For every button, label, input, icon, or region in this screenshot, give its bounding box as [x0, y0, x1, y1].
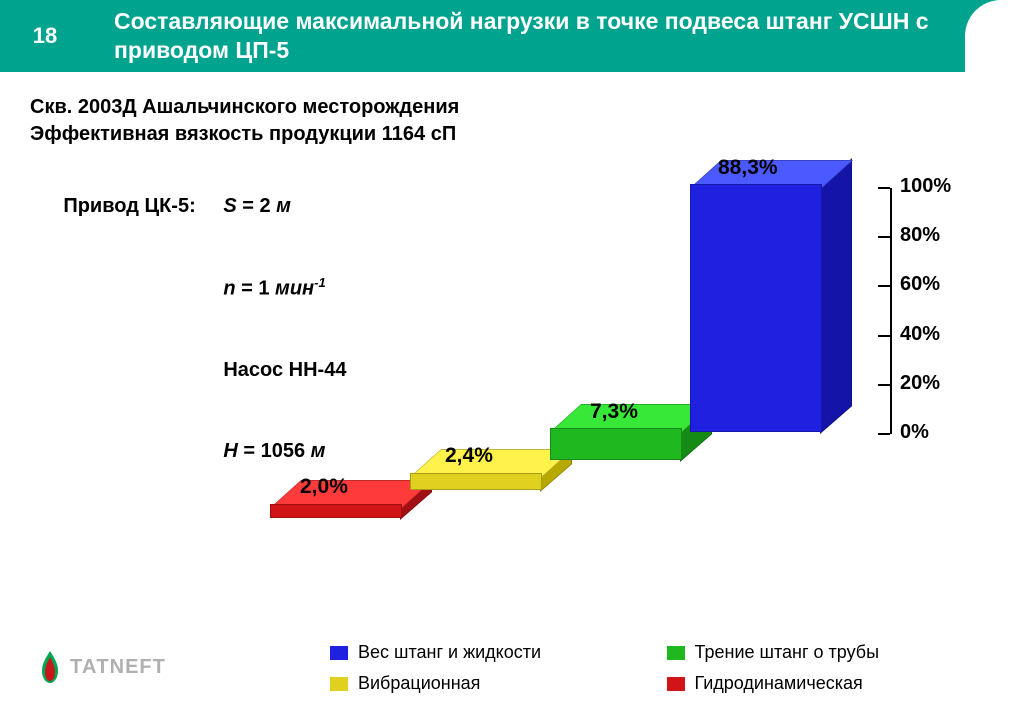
- bar-label-hydro: 2,0%: [300, 475, 348, 499]
- bar-label-frict: 7,3%: [590, 400, 638, 424]
- header-end-curve: [965, 0, 1023, 72]
- axis-tick: [878, 433, 890, 435]
- legend-swatch: [667, 646, 685, 660]
- brand-logo: ТАТNEFT: [36, 650, 166, 684]
- axis-tick-label: 20%: [900, 372, 940, 395]
- bar-frict: [550, 430, 680, 460]
- brand-text: ТАТNEFT: [70, 656, 166, 679]
- axis-tick: [878, 335, 890, 337]
- bar-label-weight: 88,3%: [718, 156, 778, 180]
- legend-label: Трение штанг о трубы: [695, 642, 880, 663]
- legend-swatch: [330, 646, 348, 660]
- subtitle-1: Скв. 2003Д Ашальчинского месторождения: [30, 96, 993, 119]
- subtitle-2: Эффективная вязкость продукции 1164 сП: [30, 123, 993, 146]
- slide-title: Составляющие максимальной нагрузки в точ…: [114, 7, 1023, 65]
- axis-tick-label: 100%: [900, 175, 951, 198]
- bar-weight: [690, 186, 820, 432]
- axis-tick-label: 60%: [900, 273, 940, 296]
- axis-tick-label: 80%: [900, 224, 940, 247]
- slide-header: 18 Составляющие максимальной нагрузки в …: [0, 0, 1023, 72]
- legend-item: Трение штанг о трубы: [667, 642, 944, 663]
- legend-item: Гидродинамическая: [667, 673, 944, 694]
- legend-item: Вес штанг и жидкости: [330, 642, 607, 663]
- slide-number-wrap: 18: [0, 0, 90, 72]
- legend-label: Вес штанг и жидкости: [358, 642, 541, 663]
- axis-tick: [878, 384, 890, 386]
- axis-tick: [878, 187, 890, 189]
- legend-swatch: [330, 677, 348, 691]
- legend-item: Вибрационная: [330, 673, 607, 694]
- legend-swatch: [667, 677, 685, 691]
- axis-tick: [878, 236, 890, 238]
- axis-tick-label: 40%: [900, 323, 940, 346]
- axis-tick-label: 0%: [900, 421, 929, 444]
- axis-line: [890, 188, 892, 434]
- slide-number: 18: [0, 0, 90, 72]
- axis-tick: [878, 285, 890, 287]
- legend-label: Гидродинамическая: [695, 673, 863, 694]
- bar-hydro: [270, 506, 400, 518]
- legend-label: Вибрационная: [358, 673, 480, 694]
- bar-vibr: [410, 475, 540, 490]
- bar-label-vibr: 2,4%: [445, 444, 493, 468]
- bar-chart: 2,0% 2,4% 7,3% 88,3% 0% 20% 40% 60% 80% 100%: [0, 150, 1023, 580]
- flame-icon: [36, 650, 64, 684]
